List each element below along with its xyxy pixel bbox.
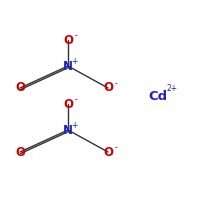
Text: 2+: 2+ [167, 84, 178, 93]
Text: -: - [74, 31, 77, 40]
Text: +: + [71, 56, 78, 66]
Text: N: N [63, 60, 73, 72]
Text: -: - [114, 143, 117, 152]
Text: O: O [103, 146, 113, 158]
Text: Cd: Cd [148, 90, 168, 102]
Text: O: O [103, 81, 113, 94]
Text: O: O [63, 98, 73, 110]
Text: N: N [63, 123, 73, 136]
Text: O: O [63, 33, 73, 46]
Text: +: + [71, 120, 78, 130]
Text: O: O [15, 81, 25, 94]
Text: -: - [114, 79, 117, 88]
Text: -: - [74, 95, 77, 104]
Text: O: O [15, 146, 25, 158]
